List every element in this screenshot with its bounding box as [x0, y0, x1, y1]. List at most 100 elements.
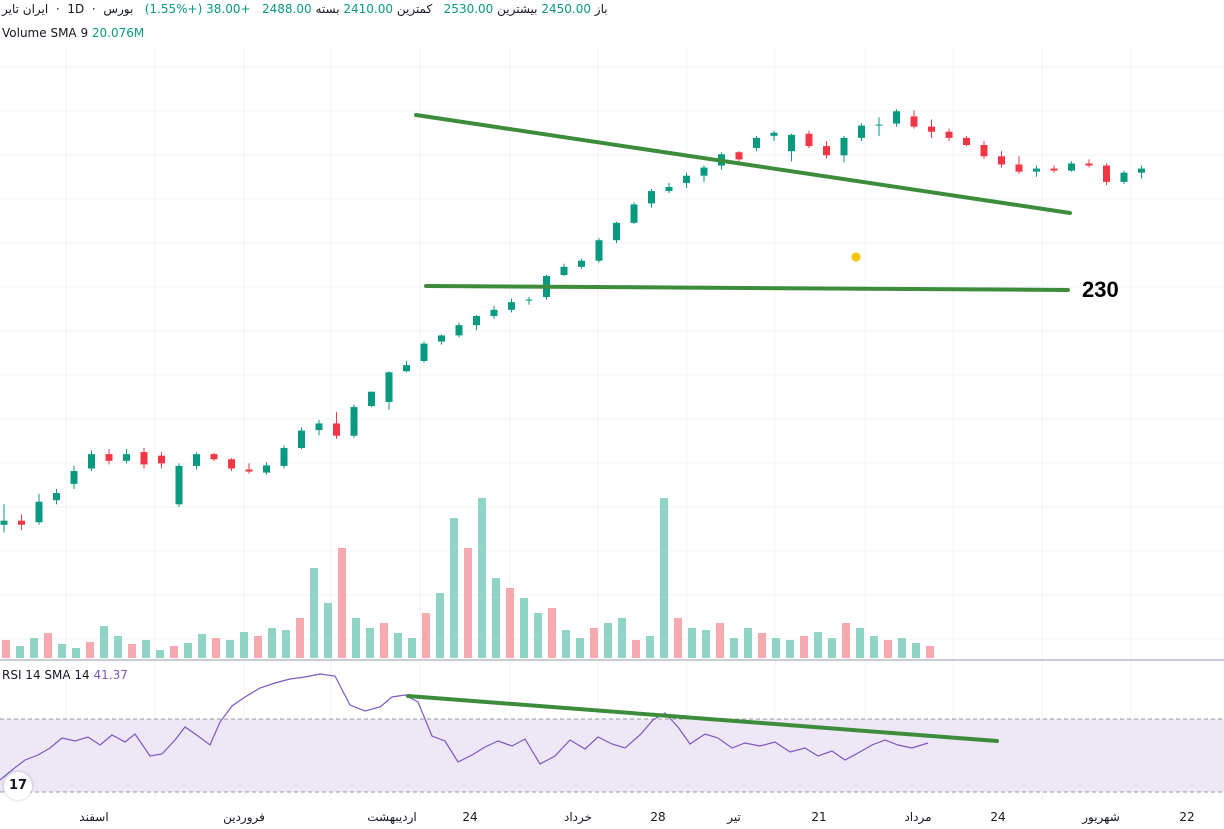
candle [123, 449, 130, 464]
legend-symbol[interactable]: ایران تایر [2, 2, 49, 16]
volume-bar [30, 638, 38, 658]
candle [683, 172, 690, 189]
candle-body [1085, 163, 1093, 166]
rsi-legend-label[interactable]: RSI 14 SMA 14 [2, 668, 90, 682]
legend-close-label: بسته [315, 2, 340, 16]
rsi-line [0, 673, 929, 781]
candle [1015, 156, 1023, 174]
candle-body [0, 520, 8, 525]
candle-body [508, 302, 515, 310]
candle-body [788, 134, 795, 152]
candle [613, 221, 620, 244]
volume-bar [366, 628, 374, 658]
legend-low-label: کمترین [396, 2, 433, 16]
candle-body [805, 133, 813, 147]
candle-body [350, 407, 358, 436]
x-axis-label: شهریور [1082, 810, 1120, 824]
volume-bar [114, 636, 122, 658]
volume-bar [422, 613, 430, 658]
volume-bar [380, 623, 388, 658]
legend-high-value: 2530.00 [443, 2, 494, 16]
legend-change: 38.00+ [206, 2, 251, 16]
candle-body [910, 116, 918, 127]
candle [18, 514, 25, 530]
candle-body [88, 454, 95, 469]
x-axis-label: اردیبهشت [367, 810, 417, 824]
volume-bar [226, 640, 234, 658]
candle [963, 135, 970, 147]
candle [630, 202, 638, 224]
candle [1103, 163, 1110, 185]
tradingview-logo[interactable]: 17 [4, 772, 32, 800]
candle-body [700, 167, 708, 176]
volume-bar [142, 640, 150, 658]
candle [508, 298, 515, 313]
volume-bar [58, 644, 66, 658]
candle [840, 135, 848, 163]
candle [53, 488, 60, 505]
x-axis-label: 24 [990, 810, 1006, 824]
legend-low-value: 2410.00 [343, 2, 394, 16]
candle-body [1015, 164, 1023, 172]
candle [350, 404, 358, 438]
candle-body [193, 454, 200, 466]
x-axis-label: 21 [811, 810, 827, 824]
candle [1050, 165, 1058, 173]
volume-legend-value: 20.076M [91, 26, 145, 40]
volume-legend: Volume SMA 9 20.076M [2, 26, 144, 44]
candle-body [420, 343, 428, 361]
legend-high-label: بیشترین [497, 2, 538, 16]
candle [263, 462, 270, 475]
volume-bar [352, 618, 360, 658]
candle [928, 119, 935, 138]
candle [140, 448, 148, 469]
volume-bar [660, 498, 668, 658]
candle [298, 427, 305, 450]
x-axis-label: خرداد [563, 810, 593, 824]
candle-body [175, 465, 183, 505]
volume-bar [702, 630, 710, 658]
volume-bar [86, 642, 94, 658]
x-axis-label: تیر [727, 810, 741, 824]
candlesticks [0, 109, 1145, 533]
volume-bar [100, 626, 108, 658]
legend-interval[interactable]: 1D [67, 2, 85, 16]
volume-bar [2, 640, 10, 658]
candle-body [893, 111, 900, 124]
candle [280, 445, 288, 469]
volume-bar [674, 618, 682, 658]
rsi-pane [0, 673, 1224, 793]
x-axis-label: فروردین [223, 810, 265, 824]
volume-bar [926, 646, 934, 658]
volume-bar [842, 623, 850, 658]
candle [980, 140, 988, 159]
rsi-trendline [406, 694, 999, 743]
candle [700, 165, 708, 182]
candle-body [735, 152, 743, 160]
candle-body [578, 260, 585, 267]
candle [438, 334, 445, 345]
volume-bar [828, 638, 836, 658]
x-axis-label: اسفند [79, 810, 109, 824]
volume-bars [2, 498, 934, 658]
candle [770, 130, 778, 141]
volume-bar [44, 633, 52, 658]
candle-body [18, 520, 25, 525]
candle [420, 341, 428, 364]
x-axis-label: 24 [462, 810, 478, 824]
candle-body [630, 204, 638, 223]
candle-body [875, 124, 883, 126]
volume-bar [324, 603, 332, 658]
volume-bar [590, 628, 598, 658]
volume-bar [688, 628, 696, 658]
upper-trendline [414, 113, 1072, 215]
candle [578, 258, 585, 269]
candle [945, 128, 953, 141]
support-level-label: 230 [1082, 277, 1119, 302]
event-marker [851, 252, 861, 262]
volume-bar [870, 636, 878, 658]
candle-body [210, 454, 218, 460]
volume-legend-label[interactable]: Volume SMA 9 [2, 26, 89, 40]
volume-bar [282, 630, 290, 658]
